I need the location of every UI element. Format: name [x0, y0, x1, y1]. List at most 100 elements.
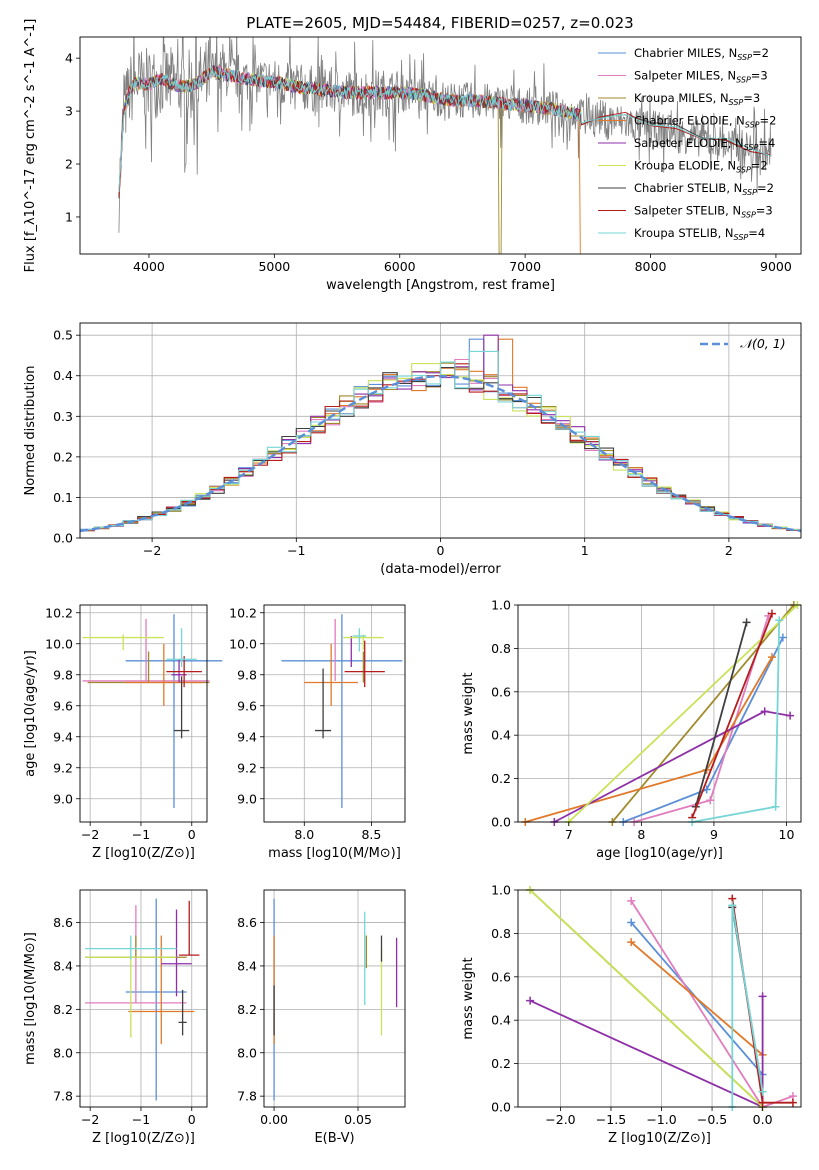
y-tick-label: 0.3	[53, 409, 73, 424]
data-point-marker	[767, 653, 776, 662]
errorbar-point	[85, 935, 177, 960]
x-tick-label: 8.5	[361, 827, 381, 842]
x-tick-label: 0.05	[344, 1112, 372, 1127]
x-tick-label: 10	[779, 827, 795, 842]
data-point-marker	[786, 711, 795, 720]
x-tick-label: 8000	[635, 259, 667, 274]
errorbar-point	[315, 668, 332, 739]
panel-mass-vs-extinction: 0.00 0.05 7.8 8.0 8.2 8.4 8.6 E(B-V)	[237, 889, 406, 1146]
y-tick-label: 0.4	[53, 368, 73, 383]
y-tick-label: 9.8	[53, 667, 73, 682]
legend-label: Kroupa MILES, N	[634, 91, 729, 105]
axes-frame	[79, 322, 802, 539]
plot-area	[273, 898, 398, 1101]
errorbar-point	[281, 614, 403, 809]
errorbar-point	[166, 656, 202, 688]
errorbar-point	[343, 634, 384, 650]
errorbar-point	[352, 628, 367, 652]
panel-age-vs-mass: 8.0 8.5 9.0 9.2 9.4 9.6 9.8 10.0 10.2 mass [log10…	[229, 604, 406, 861]
data-point-marker	[760, 707, 769, 716]
legend-value: =3	[743, 91, 760, 105]
x-tick-label: 0.00	[260, 1112, 288, 1127]
x-axis-label: Z [log10(Z/Z⊙)]	[92, 1131, 195, 1146]
x-tick-label: 9000	[760, 259, 792, 274]
y-tick-label: 3	[65, 104, 73, 119]
data-point-marker	[788, 1098, 797, 1107]
data-point-marker	[627, 918, 636, 927]
y-tick-label: 8.0	[237, 1045, 257, 1060]
errorbar-point	[166, 628, 197, 667]
y-tick-label: 7.8	[53, 1089, 73, 1104]
legend-value: =3	[751, 69, 768, 83]
legend-label: Salpeter MILES, N	[634, 69, 736, 83]
y-tick-label: 9.4	[237, 729, 257, 744]
x-axis-label: E(B-V)	[314, 1131, 354, 1146]
legend: 𝒩(0, 1)	[700, 336, 786, 351]
y-tick-label: 8.4	[237, 958, 257, 973]
panel-spectrum: 4000 5000 6000 7000 8000 9000 1 2 3 4 wavelength […	[23, 19, 802, 293]
axes-frame	[517, 604, 802, 823]
x-tick-label: 0	[437, 543, 445, 558]
errorbar-point	[179, 900, 200, 956]
y-axis-label: mass weight	[461, 672, 476, 754]
x-tick-label: 8.0	[294, 827, 314, 842]
legend-value: =2	[751, 159, 768, 173]
x-tick-label: 4000	[133, 259, 165, 274]
y-axis-label: Normed distribution	[23, 366, 38, 496]
plot-area	[82, 614, 223, 809]
y-tick-label: 0.4	[491, 728, 511, 743]
y-tick-label: 0.0	[491, 1100, 511, 1115]
x-tick-label: −2	[143, 543, 161, 558]
legend-value: =4	[758, 136, 775, 150]
errorbar-point	[178, 989, 187, 1036]
x-tick-label: 6000	[384, 259, 416, 274]
model-spectrum-salpeter-stelib	[118, 65, 770, 198]
y-tick-label: 10.0	[45, 636, 73, 651]
panel-mass-weight-vs-age: 7 8 9 10 0.0 0.2 0.4 0.6 0.8 1.0 age [log10(age/yr…	[461, 598, 802, 861]
x-tick-label: −2.0	[545, 1112, 575, 1127]
y-axis-label: age [log10(age/yr)]	[23, 650, 38, 777]
series-line	[568, 604, 799, 823]
data-point-marker	[706, 796, 715, 805]
panel-residuals: −2 −1 0 1 2 0.0 0.1 0.2 0.3 0.4 0.5 (data-model)/er…	[23, 322, 802, 577]
x-tick-label: −1	[132, 827, 150, 842]
legend-entry: Chabrier MILES, NSSP=2	[634, 46, 769, 62]
y-tick-label: 0.2	[491, 1056, 511, 1071]
x-axis-label: mass [log10(M/M⊙)]	[268, 846, 401, 861]
data-point-marker	[758, 992, 767, 1001]
x-tick-label: 9	[710, 827, 718, 842]
errorbar-point	[82, 634, 164, 650]
axes-frame	[79, 889, 208, 1108]
legend-entry: Chabrier ELODIE, NSSP=2	[634, 114, 776, 130]
errorbar-point	[161, 909, 192, 997]
legend-subscript: SSP	[742, 188, 757, 197]
legend-entry: Salpeter ELODIE, NSSP=4	[634, 136, 775, 152]
x-axis-label: (data-model)/error	[380, 562, 501, 577]
legend-entry: Kroupa ELODIE, NSSP=2	[634, 159, 768, 175]
model-spectrum-kroupa-stelib	[118, 66, 770, 193]
x-tick-label: −1.0	[646, 1112, 676, 1127]
x-tick-label: 0	[188, 1112, 196, 1127]
y-tick-label: 8.2	[53, 1002, 73, 1017]
x-tick-label: −0.5	[697, 1112, 727, 1127]
axes-frame	[79, 36, 802, 255]
legend-subscript: SSP	[737, 53, 752, 62]
x-tick-label: 0.0	[753, 1112, 773, 1127]
panel-age-vs-metallicity: −2 −1 0 9.0 9.2 9.4 9.6 9.8 10.0 10.2 Z [log10(Z/Z…	[23, 604, 223, 861]
legend-entry: Salpeter MILES, NSSP=3	[634, 69, 768, 85]
errorbar-point	[173, 676, 190, 739]
legend-label: Chabrier STELIB, N	[634, 181, 742, 195]
series-line	[630, 941, 764, 1056]
y-tick-label: 2	[65, 157, 73, 172]
y-tick-label: 10.0	[229, 636, 257, 651]
y-axis-label: mass weight	[461, 957, 476, 1039]
legend-subscript: SSP	[729, 98, 744, 107]
legend-label: 𝒩(0, 1)	[740, 336, 786, 351]
x-tick-label: −1	[132, 1112, 150, 1127]
y-tick-label: 1.0	[491, 598, 511, 613]
series-line	[691, 613, 773, 819]
y-tick-label: 0.2	[491, 771, 511, 786]
series-line	[611, 604, 795, 823]
